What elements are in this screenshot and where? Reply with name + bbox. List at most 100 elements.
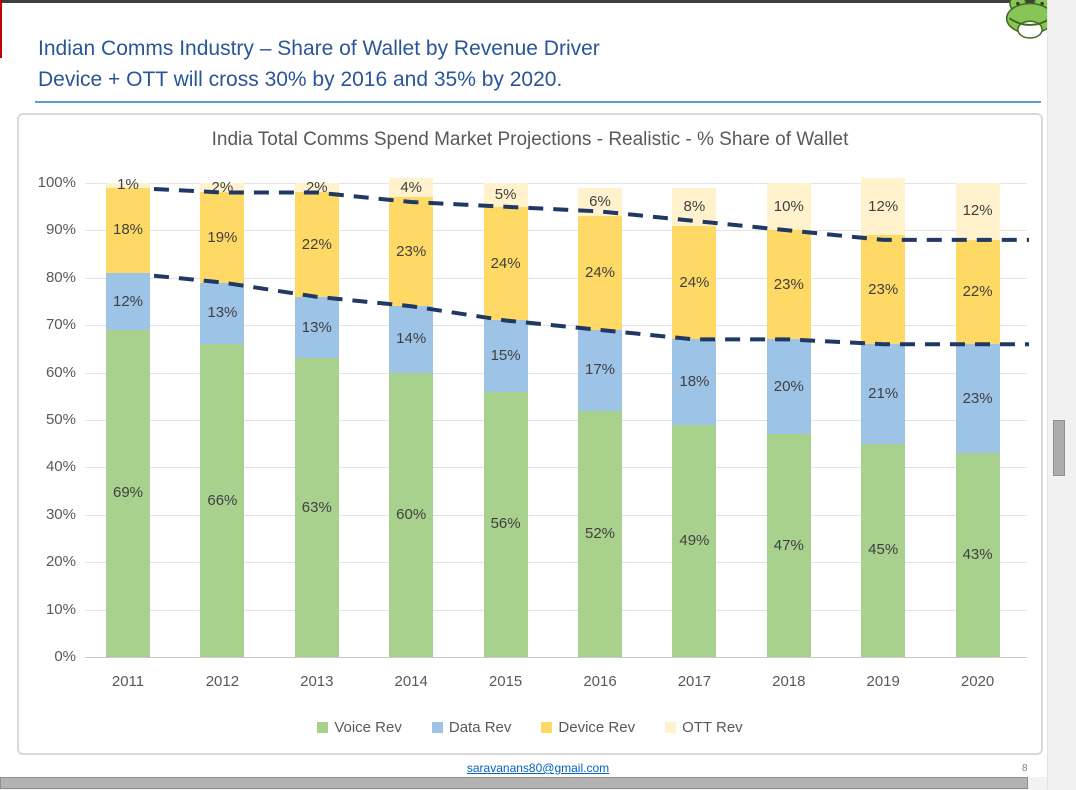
bar-segment-label: 22%: [301, 235, 332, 253]
legend-swatch: [665, 722, 677, 733]
bar-segment: [861, 443, 906, 657]
slide-title-line-2: Device + OTT will cross 30% by 2016 and …: [38, 68, 563, 91]
bar-segment-label: 47%: [773, 536, 804, 554]
bar-segment-label: 12%: [962, 202, 993, 220]
window-top-edge: [0, 0, 1076, 3]
horizontal-scrollbar-track[interactable]: [0, 777, 1076, 790]
x-axis-tick-label: 2017: [677, 673, 712, 690]
x-axis-tick-label: 2015: [488, 673, 523, 690]
bar-segment-label: 56%: [490, 515, 521, 533]
bar-segment-label: 60%: [396, 505, 427, 523]
bar-segment: [672, 339, 717, 425]
bar-segment: [106, 273, 150, 330]
bar-segment: [200, 344, 245, 657]
vertical-scrollbar-thumb[interactable]: [1053, 420, 1065, 476]
legend-item: Device Rev: [541, 719, 635, 736]
bar-segment-label: 52%: [584, 524, 616, 542]
bar-segment-label: 69%: [112, 484, 144, 502]
bar-segment: [389, 372, 434, 657]
bar-segment-label: 23%: [396, 242, 427, 260]
x-axis-tick-label: 2020: [960, 673, 995, 690]
x-axis-tick-label: 2012: [205, 673, 240, 690]
legend-swatch: [541, 722, 553, 733]
bar-segment-label: 45%: [868, 541, 899, 559]
bar-segment-label: 4%: [400, 178, 423, 196]
chart-legend: Voice Rev Data Rev Device Rev OTT Rev: [19, 719, 1041, 736]
legend-label: Voice Rev: [334, 719, 402, 736]
plot-area: 100% 90% 80% 70% 60% 50% 40% 30% 20% 10% 0% 69% 12% 1…: [19, 115, 1041, 753]
left-edge-red-mark: [0, 0, 2, 58]
gridline: [85, 183, 1027, 184]
bar-segment-label: 24%: [679, 273, 710, 291]
legend-label: Device Rev: [558, 719, 636, 736]
bar-segment-label: 24%: [490, 254, 521, 272]
bar-segment-label: 5%: [494, 185, 517, 203]
bar-segment-label: 8%: [683, 197, 706, 215]
x-axis-tick-label: 2018: [772, 673, 806, 690]
bar-segment-label: 43%: [962, 546, 993, 564]
bar-segment-label: 23%: [773, 275, 804, 293]
bar-segment-label: 14%: [396, 330, 427, 348]
x-axis-tick-label: 2016: [583, 673, 617, 690]
y-axis-tick-label: 100%: [37, 174, 76, 191]
bar-segment-label: 24%: [584, 264, 616, 282]
bar-segment-label: 21%: [868, 384, 899, 402]
bar-segment-label: 1%: [117, 176, 139, 194]
gridline: [85, 467, 1027, 469]
bar-segment-label: 2%: [305, 178, 328, 196]
chart-container: India Total Comms Spend Market Projectio…: [17, 113, 1043, 755]
bar-segment-label: 6%: [589, 192, 611, 210]
bar-segment-label: 22%: [962, 283, 993, 301]
y-axis-tick-label: 60%: [45, 363, 76, 381]
legend-item: Voice Rev: [317, 719, 402, 736]
x-axis-tick-label: 2014: [394, 673, 428, 690]
bar-segment-label: 17%: [584, 361, 616, 379]
bar-segment-label: 19%: [207, 228, 238, 246]
legend-label: OTT Rev: [682, 719, 743, 736]
page-number: 8: [1022, 763, 1028, 774]
bar-segment-label: 66%: [207, 491, 238, 509]
y-axis-tick-label: 30%: [45, 505, 76, 523]
y-axis-tick-label: 80%: [45, 268, 76, 286]
right-gutter: [1047, 0, 1076, 790]
slide-title-line-1: Indian Comms Industry – Share of Wallet …: [38, 37, 600, 60]
bar-segment: [766, 434, 811, 657]
y-axis-tick-label: 90%: [45, 221, 76, 239]
x-axis-tick-label: 2019: [866, 673, 900, 690]
footer-email-link[interactable]: saravanans80@gmail.com: [466, 761, 610, 775]
bar-segment: [294, 358, 339, 657]
horizontal-scrollbar-thumb[interactable]: [0, 777, 1028, 789]
legend-item: OTT Rev: [665, 719, 743, 736]
bar-segment: [861, 344, 906, 444]
bar-segment: [483, 391, 528, 657]
gridline: [85, 420, 1027, 421]
bar-segment: [106, 183, 150, 188]
bar-segment-label: 13%: [207, 304, 238, 322]
bar-segment-label: 18%: [679, 373, 710, 391]
bar-segment-label: 2%: [211, 178, 234, 196]
bar-segment-label: 18%: [112, 221, 144, 239]
bar-segment: [578, 410, 622, 657]
legend-swatch: [317, 722, 329, 733]
bar-segment-label: 15%: [490, 347, 521, 364]
frog-clipart-icon: [1002, 0, 1058, 42]
bar-segment-label: 10%: [773, 197, 804, 215]
y-axis-tick-label: 20%: [45, 553, 76, 571]
gridline: [85, 657, 1027, 658]
y-axis-tick-label: 40%: [45, 458, 76, 476]
gridline: [85, 562, 1027, 564]
bar-segment-label: 23%: [868, 280, 899, 298]
chart-title: India Total Comms Spend Market Projectio…: [211, 129, 849, 150]
title-underline: [35, 101, 1041, 103]
bar-segment-label: 12%: [868, 197, 899, 215]
bar-segment: [955, 453, 1000, 657]
bar-segment-label: 63%: [301, 498, 332, 516]
bar-segment-label: 49%: [679, 531, 710, 549]
bar-segment-label: 12%: [112, 292, 144, 310]
bar-segment-label: 20%: [773, 377, 804, 395]
y-axis-tick-label: 0%: [54, 648, 76, 665]
x-axis-tick-label: 2011: [111, 673, 145, 690]
gridline: [85, 514, 1027, 516]
legend-item: Data Rev: [431, 719, 511, 736]
